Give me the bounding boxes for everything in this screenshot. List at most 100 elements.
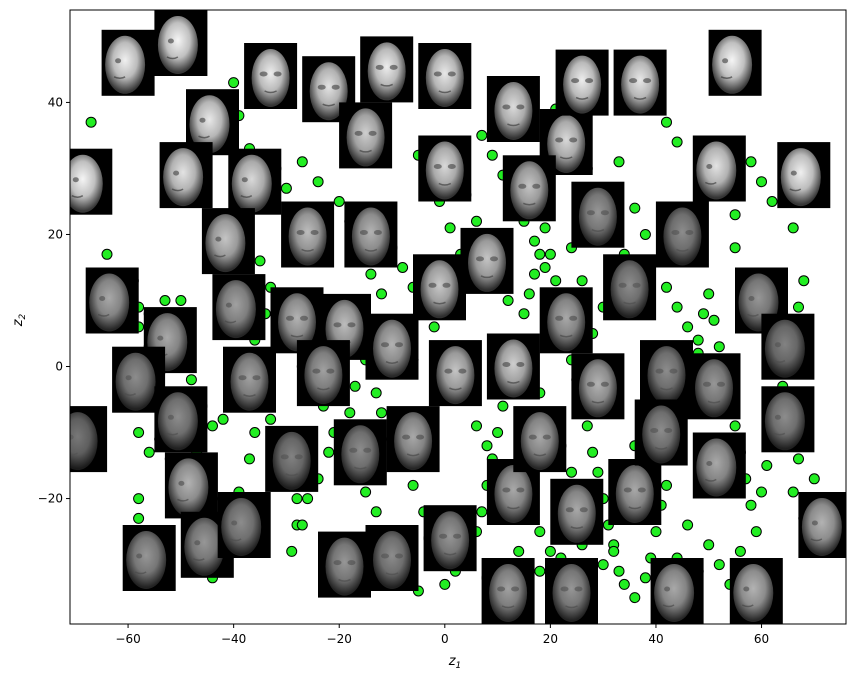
face-thumbnail <box>159 142 213 209</box>
data-point <box>133 493 145 505</box>
face-thumbnail <box>539 109 593 175</box>
data-point <box>492 427 504 438</box>
data-point <box>639 229 651 240</box>
data-point <box>756 486 767 498</box>
y-axis-label-sub: 2 <box>18 313 28 319</box>
data-point <box>729 420 741 432</box>
x-axis-ticks: −60 −40 −20 0 20 40 60 <box>115 624 769 646</box>
face-thumbnail <box>223 346 276 413</box>
x-tick-label: 40 <box>648 632 663 646</box>
data-point <box>244 453 255 465</box>
data-point <box>185 374 197 386</box>
face-thumbnail <box>318 531 371 598</box>
data-point <box>296 519 308 531</box>
data-point <box>428 321 440 333</box>
data-point <box>280 182 292 194</box>
data-point <box>296 156 308 168</box>
x-axis-label: z1 <box>448 654 462 671</box>
data-point <box>476 129 488 141</box>
face-thumbnail <box>655 201 709 268</box>
face-thumbnail <box>413 254 466 321</box>
data-point <box>587 446 599 458</box>
data-point <box>249 427 261 438</box>
data-point <box>639 572 651 584</box>
y-tick-label: 40 <box>48 95 63 109</box>
face-thumbnail <box>423 505 477 572</box>
data-point <box>471 215 482 227</box>
data-point <box>376 288 387 300</box>
data-point <box>682 321 694 333</box>
data-point <box>471 420 482 432</box>
face-thumbnail <box>302 56 356 123</box>
face-thumbnail <box>70 406 108 473</box>
face-thumbnail <box>603 254 657 321</box>
data-point <box>207 420 218 432</box>
face-thumbnail <box>513 406 567 473</box>
data-point <box>766 196 778 207</box>
face-thumbnail <box>571 181 625 248</box>
face-thumbnail <box>386 406 440 473</box>
data-point <box>787 222 799 234</box>
data-point <box>682 519 694 531</box>
face-thumbnail <box>344 201 398 268</box>
face-thumbnail <box>186 89 239 156</box>
data-point <box>729 242 741 254</box>
data-point <box>629 202 641 214</box>
face-thumbnail <box>608 459 662 525</box>
face-thumbnail <box>265 425 319 492</box>
data-point <box>444 222 456 234</box>
face-thumbnail <box>281 201 335 268</box>
data-point <box>534 565 546 577</box>
face-thumbnail <box>692 135 746 202</box>
data-point <box>407 479 419 491</box>
data-point <box>544 545 556 557</box>
face-thumbnail <box>486 333 540 400</box>
data-point <box>539 222 551 234</box>
face-thumbnail <box>650 558 704 624</box>
data-point <box>703 288 715 300</box>
data-point <box>629 592 641 604</box>
y-axis-label: z2 <box>11 313 28 327</box>
face-thumbnail <box>777 142 831 209</box>
x-tick-label: 0 <box>441 632 449 646</box>
data-point <box>793 453 804 465</box>
data-point <box>534 248 546 260</box>
face-thumbnail <box>212 274 266 341</box>
face-thumbnail <box>418 43 472 109</box>
plot-frame <box>69 9 847 625</box>
data-point <box>486 149 498 161</box>
data-point <box>592 466 604 478</box>
x-axis-label-base: z <box>448 654 457 669</box>
y-axis-ticks: −20 0 20 40 <box>38 95 70 506</box>
data-point <box>476 506 488 518</box>
face-thumbnail <box>339 102 393 169</box>
data-point <box>613 156 625 168</box>
face-thumbnail <box>365 313 419 380</box>
x-axis-label-sub: 1 <box>456 661 462 671</box>
data-point <box>808 473 820 485</box>
face-thumbnail <box>634 399 688 466</box>
data-point <box>513 545 525 557</box>
face-thumbnail <box>613 49 667 116</box>
data-point <box>798 275 810 287</box>
data-point <box>613 565 625 577</box>
y-tick-label: 0 <box>55 360 63 374</box>
face-thumbnail <box>360 36 414 103</box>
data-point <box>254 255 266 267</box>
data-point <box>550 275 562 287</box>
data-point <box>323 446 335 458</box>
data-point <box>85 116 97 128</box>
x-tick-label: 60 <box>754 632 769 646</box>
data-point <box>608 545 620 557</box>
data-point <box>661 479 672 491</box>
face-thumbnail <box>164 452 218 519</box>
face-thumbnail <box>154 10 208 76</box>
face-thumbnail <box>217 492 271 558</box>
data-point <box>713 559 725 571</box>
data-point <box>566 466 577 478</box>
data-point <box>618 578 630 590</box>
data-point <box>661 116 672 128</box>
y-tick-label: −20 <box>38 492 63 506</box>
data-point <box>661 281 672 293</box>
data-point <box>539 262 551 273</box>
